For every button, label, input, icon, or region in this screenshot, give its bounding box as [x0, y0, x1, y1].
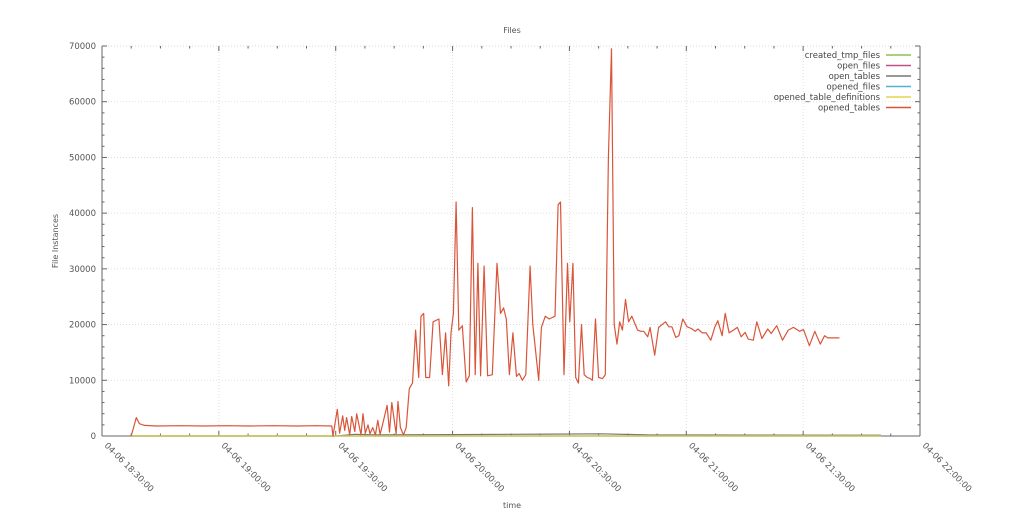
- x-tick-label: 04-06 18:30:00: [102, 441, 155, 494]
- plot-area: [130, 48, 882, 437]
- legend: created_tmp_filesopen_filesopen_tablesop…: [774, 51, 911, 114]
- series-opened-tables: [130, 48, 840, 437]
- x-tick-label: 04-06 20:30:00: [569, 441, 622, 494]
- y-tick-label: 30000: [69, 265, 96, 275]
- legend-item: opened_tables: [818, 104, 911, 114]
- y-tick-label: 40000: [69, 209, 96, 219]
- x-tick-label: 04-06 19:30:00: [336, 441, 389, 494]
- legend-item: open_tables: [829, 72, 911, 82]
- legend-item: created_tmp_files: [805, 51, 911, 61]
- y-tick-label: 50000: [69, 153, 96, 163]
- legend-item: open_files: [837, 62, 911, 72]
- series-open-tables: [131, 433, 882, 437]
- legend-item: opened_files: [827, 83, 911, 93]
- legend-item: opened_table_definitions: [774, 93, 911, 103]
- y-tick-label: 70000: [69, 42, 96, 52]
- legend-label: created_tmp_files: [805, 51, 881, 61]
- x-tick-label: 04-06 22:00:00: [920, 441, 973, 494]
- y-tick-label: 0: [91, 432, 96, 442]
- y-axis-label: File Instances: [51, 214, 60, 268]
- y-tick-label: 10000: [69, 376, 96, 386]
- x-tick-label: 04-06 21:00:00: [686, 441, 739, 494]
- legend-label: opened_tables: [818, 104, 881, 114]
- legend-label: opened_files: [827, 83, 881, 93]
- y-axis: 0 10000 20000 30000 40000 50000 60000 70000: [69, 42, 920, 442]
- plot-frame: [101, 45, 921, 437]
- gridlines: [102, 45, 920, 436]
- y-tick-label: 60000: [69, 98, 96, 108]
- legend-label: open_tables: [829, 72, 881, 82]
- chart-title: Files: [503, 26, 521, 35]
- y-tick-label: 20000: [69, 321, 96, 331]
- x-axis-label: time: [503, 501, 521, 510]
- x-tick-label: 04-06 20:00:00: [452, 441, 505, 494]
- x-tick-label: 04-06 21:30:00: [803, 441, 856, 494]
- legend-label: open_files: [837, 62, 880, 72]
- legend-label: opened_table_definitions: [774, 93, 881, 103]
- x-tick-label: 04-06 19:00:00: [219, 441, 272, 494]
